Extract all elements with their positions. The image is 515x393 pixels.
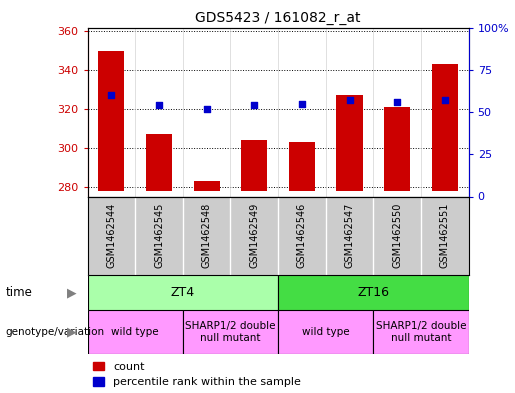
Text: ▶: ▶ xyxy=(67,325,77,339)
Text: wild type: wild type xyxy=(302,327,350,337)
Bar xyxy=(135,28,183,196)
Bar xyxy=(278,28,325,196)
Legend: count, percentile rank within the sample: count, percentile rank within the sample xyxy=(93,362,301,387)
Bar xyxy=(88,310,183,354)
Bar xyxy=(421,28,469,196)
Point xyxy=(155,102,163,108)
Bar xyxy=(194,181,220,191)
Text: time: time xyxy=(5,286,32,299)
Bar xyxy=(88,28,135,196)
Text: ▶: ▶ xyxy=(67,286,77,299)
Bar xyxy=(373,310,469,354)
Bar xyxy=(384,107,410,191)
Bar xyxy=(231,28,278,196)
Text: GSM1462545: GSM1462545 xyxy=(154,203,164,268)
Point xyxy=(298,100,306,107)
Text: ZT16: ZT16 xyxy=(357,286,389,299)
Bar xyxy=(432,64,458,191)
Text: GSM1462550: GSM1462550 xyxy=(392,203,402,268)
Text: GSM1462546: GSM1462546 xyxy=(297,203,307,268)
Bar xyxy=(278,275,469,310)
Point xyxy=(441,97,449,103)
Bar xyxy=(98,51,125,191)
Point xyxy=(107,92,115,98)
Bar xyxy=(325,28,373,196)
Point xyxy=(346,97,354,103)
Bar xyxy=(278,310,373,354)
Text: GSM1462549: GSM1462549 xyxy=(249,203,259,268)
Bar xyxy=(336,95,363,191)
Text: ZT4: ZT4 xyxy=(171,286,195,299)
Text: wild type: wild type xyxy=(111,327,159,337)
Text: GSM1462544: GSM1462544 xyxy=(107,203,116,268)
Text: GSM1462548: GSM1462548 xyxy=(202,203,212,268)
Bar xyxy=(146,134,172,191)
Point xyxy=(202,105,211,112)
Text: SHARP1/2 double
null mutant: SHARP1/2 double null mutant xyxy=(185,321,276,343)
Bar xyxy=(289,142,315,191)
Bar xyxy=(373,28,421,196)
Point xyxy=(250,102,259,108)
Text: GSM1462551: GSM1462551 xyxy=(440,203,450,268)
Point xyxy=(393,99,401,105)
Text: GSM1462547: GSM1462547 xyxy=(345,203,354,268)
Bar xyxy=(241,140,267,191)
Bar xyxy=(88,275,278,310)
Title: GDS5423 / 161082_r_at: GDS5423 / 161082_r_at xyxy=(195,11,361,25)
Bar xyxy=(183,28,231,196)
Text: genotype/variation: genotype/variation xyxy=(5,327,104,337)
Bar xyxy=(183,310,278,354)
Text: SHARP1/2 double
null mutant: SHARP1/2 double null mutant xyxy=(376,321,466,343)
